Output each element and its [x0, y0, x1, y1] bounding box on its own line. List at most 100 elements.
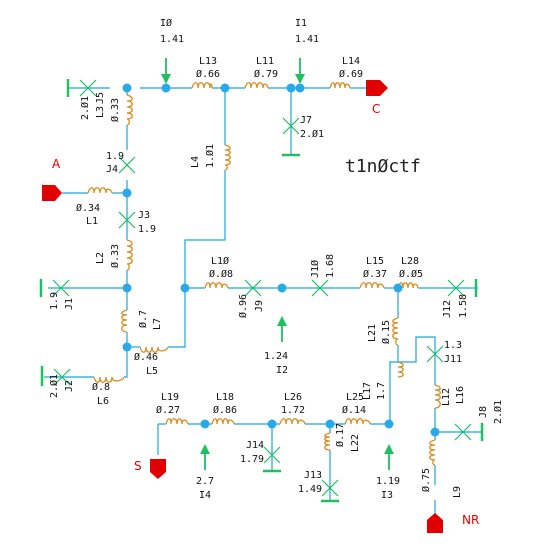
label-L26-name: L26	[284, 392, 302, 403]
inductor-L28	[397, 282, 419, 289]
inductor-L11	[244, 82, 269, 89]
node	[325, 419, 335, 429]
label-I1-value: 1.41	[295, 34, 319, 45]
inductor-L15	[359, 282, 385, 289]
node	[393, 283, 403, 293]
inductor-L12	[434, 384, 441, 409]
label-J3-value: 1.9	[138, 224, 156, 235]
label-L6-name: L6	[97, 396, 109, 407]
junction-J2	[40, 366, 71, 386]
label-J12-name: J12	[442, 300, 453, 318]
inductor-L9	[429, 439, 436, 466]
node	[267, 419, 277, 429]
label-I0-value: 1.41	[160, 34, 184, 45]
label-J14-value: 1.79	[240, 454, 264, 465]
node	[430, 427, 440, 437]
label-J1-value: 1.9	[49, 292, 60, 310]
label-L1-value: Ø.34	[76, 202, 100, 214]
label-L10-name: L1Ø	[211, 255, 229, 267]
inductor-L13	[191, 82, 213, 89]
node	[384, 419, 394, 429]
label-I4-value: 2.7	[196, 476, 214, 487]
label-L15-value: Ø.37	[363, 268, 387, 280]
inductor-L17	[397, 361, 404, 378]
inductor-L3	[126, 94, 133, 126]
junction-J8	[435, 423, 484, 441]
label-L4-value: 1.Ø1	[204, 144, 216, 168]
label-L10-value: Ø.Ø8	[209, 268, 233, 280]
label-J13-name: J13	[304, 470, 322, 481]
node	[200, 419, 210, 429]
label-L7-value: Ø.7	[137, 310, 149, 328]
node	[220, 83, 230, 93]
source-I3	[384, 444, 394, 470]
inductor-L10	[204, 282, 229, 289]
port-label-NR: NR	[462, 513, 479, 527]
inductor-L6	[93, 376, 125, 383]
label-J10-value: 1.68	[325, 254, 336, 278]
label-J2-name: J2	[64, 380, 75, 392]
label-L19-value: Ø.27	[156, 404, 180, 416]
inductor-L5	[139, 346, 169, 353]
label-L28-value: Ø.Ø5	[399, 268, 423, 280]
ports	[42, 80, 443, 533]
label-L5-value: Ø.46	[134, 351, 158, 363]
node	[122, 83, 132, 93]
inductor-L21	[392, 317, 399, 346]
label-L18-value: Ø.86	[213, 404, 237, 416]
label-L6-value: Ø.8	[92, 381, 110, 393]
label-L9-value: Ø.75	[420, 468, 432, 492]
source-I1	[295, 58, 305, 84]
source-I2	[277, 316, 287, 342]
label-I0-name: IØ	[160, 17, 172, 29]
junction-J10	[311, 279, 329, 297]
label-L4-name: L4	[190, 156, 201, 168]
node	[277, 283, 287, 293]
label-L25-name: L25	[346, 392, 364, 403]
inductor-L2	[126, 239, 133, 271]
junction-J9	[244, 279, 262, 297]
port-label-A: A	[52, 157, 61, 171]
inductor-L26	[279, 418, 306, 425]
label-L15-name: L15	[366, 256, 384, 267]
node	[180, 283, 190, 293]
label-J12-value: 1.58	[458, 294, 469, 318]
junction-J12	[447, 279, 478, 297]
label-J7-value: 2.Ø1	[300, 128, 324, 140]
label-L26-value: 1.72	[281, 405, 305, 416]
label-L17-value: 1.7	[376, 382, 387, 400]
label-L22-value: Ø.17	[334, 423, 346, 447]
label-L3-value: Ø.33	[109, 98, 121, 122]
label-I3-name: I3	[381, 490, 393, 501]
label-L21-value: Ø.15	[380, 320, 392, 344]
label-L5-name: L5	[146, 366, 158, 377]
label-L25-value: Ø.14	[342, 404, 366, 416]
label-J3-name: J3	[138, 210, 150, 221]
source-I0	[161, 58, 171, 84]
label-J8-name: J8	[478, 406, 489, 418]
label-J5-name: J5	[95, 92, 106, 104]
label-L28-name: L28	[401, 256, 419, 267]
junction-J3	[118, 211, 136, 229]
junction-J14	[263, 446, 281, 473]
inductor-L4	[224, 144, 231, 171]
label-J14-name: J14	[246, 440, 264, 451]
node	[295, 83, 305, 93]
port-NR	[427, 513, 443, 533]
label-L13-value: Ø.66	[196, 68, 220, 80]
label-J4-value: 1.9	[106, 151, 124, 162]
junction-J7	[282, 117, 300, 157]
nodes	[122, 83, 440, 437]
label-L11-value: Ø.79	[254, 68, 278, 80]
node	[286, 83, 296, 93]
label-J9-value: Ø.96	[237, 294, 249, 318]
junctions	[39, 79, 484, 503]
label-L13-name: L13	[199, 56, 217, 67]
node	[122, 188, 132, 198]
current-sources	[161, 58, 394, 470]
label-L7-name: L7	[152, 318, 163, 330]
node	[161, 83, 171, 93]
label-L2-name: L2	[95, 252, 106, 264]
node	[122, 342, 132, 352]
junction-J13	[321, 479, 339, 503]
